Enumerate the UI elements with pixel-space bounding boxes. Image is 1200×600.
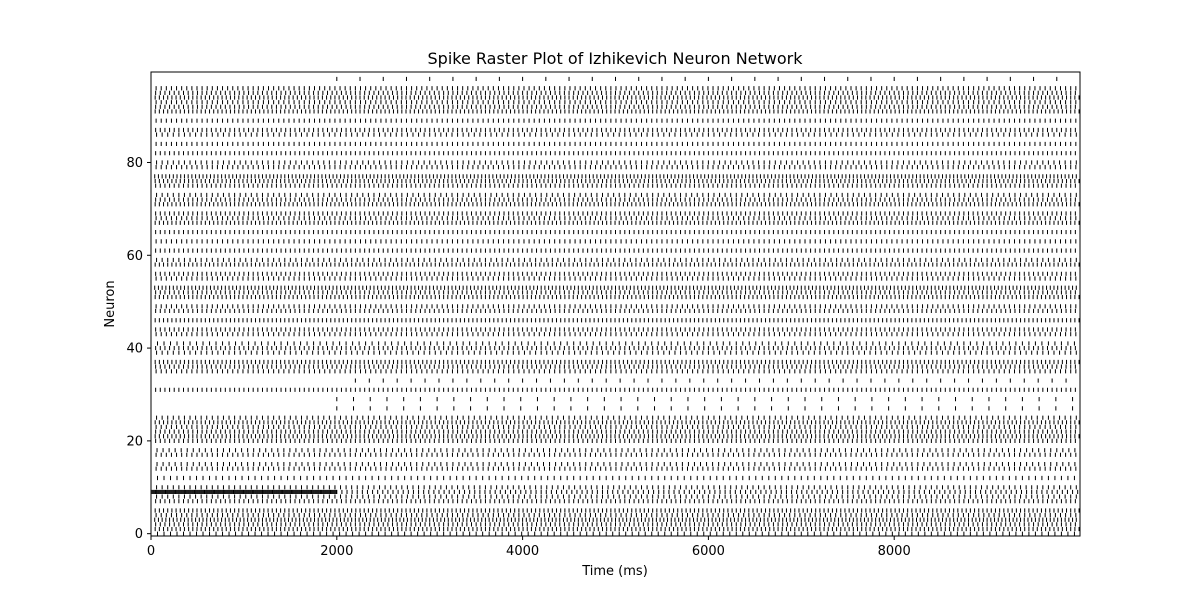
x-axis: 0 2000 4000 6000 8000 — [147, 536, 911, 559]
neuron-36-spikes — [151, 364, 1080, 369]
neuron-68-spikes — [151, 216, 1077, 221]
neuron-49-spikes — [151, 304, 1077, 309]
neuron-56-spikes — [151, 271, 1080, 276]
x-axis-label: Time (ms) — [581, 564, 648, 579]
y-tick-label: 20 — [126, 434, 143, 449]
neuron-53-spikes — [151, 285, 1080, 290]
neuron-15-spikes — [151, 461, 1076, 467]
chart-title: Spike Raster Plot of Izhikevich Neuron N… — [428, 49, 804, 68]
neuron-12-spikes — [151, 475, 1075, 481]
neuron-51-spikes — [151, 294, 1080, 300]
y-axis: 0 20 40 60 80 — [126, 156, 151, 542]
neuron-22-spikes — [151, 429, 1080, 434]
neuron-18-spikes — [151, 448, 1076, 453]
neuron-52-spikes — [151, 290, 1080, 295]
x-tick-label: 2000 — [320, 544, 353, 559]
neuron-33-spikes — [354, 378, 1080, 383]
x-tick-label: 4000 — [506, 544, 539, 559]
neuron-75-spikes — [151, 183, 1080, 188]
neuron-55-spikes — [151, 276, 1077, 281]
neuron-61-spikes — [151, 248, 1080, 253]
neuron-35-spikes — [151, 369, 1077, 374]
neuron-23-spikes — [151, 424, 1077, 430]
x-tick-label: 8000 — [878, 544, 911, 559]
neuron-39-spikes — [151, 350, 1077, 355]
neuron-80-spikes — [151, 160, 1077, 165]
neuron-2-spikes — [151, 522, 1080, 527]
neuron-73-spikes — [151, 192, 1077, 198]
neuron-8-spikes — [151, 494, 1077, 499]
neuron-20-spikes — [151, 438, 1080, 443]
neuron-72-spikes — [151, 197, 1080, 202]
x-tick-label: 0 — [147, 544, 155, 559]
neuron-87-spikes — [151, 127, 1080, 133]
neuron-44-spikes — [151, 327, 1080, 332]
neuron-89-spikes — [151, 118, 1077, 123]
y-tick-label: 40 — [126, 342, 143, 357]
neuron-9-spikes — [336, 489, 1079, 495]
neuron-40-spikes — [151, 345, 1080, 351]
neuron-27-spikes — [336, 406, 1074, 411]
neuron-14-spikes — [151, 466, 1077, 471]
neuron-25-spikes — [151, 415, 1077, 420]
neuron-24-spikes — [151, 420, 1080, 425]
neuron-71-spikes — [151, 202, 1080, 207]
neuron-46-spikes — [151, 318, 1080, 323]
neuron-17-spikes — [151, 452, 1077, 457]
neuron-4-spikes — [151, 513, 1077, 518]
neuron-9-spikes — [151, 489, 337, 495]
neuron-96-spikes — [151, 86, 1077, 91]
neuron-43-spikes — [151, 332, 1077, 337]
neuron-65-spikes — [151, 229, 1080, 235]
neuron-92-spikes — [151, 104, 1080, 109]
neuron-69-spikes — [151, 211, 1080, 216]
neuron-82-spikes — [151, 151, 1080, 156]
neuron-41-spikes — [151, 341, 1075, 346]
y-tick-label: 0 — [135, 527, 143, 542]
neuron-79-spikes — [151, 165, 1077, 170]
neuron-93-spikes — [151, 100, 1077, 105]
plot-area — [150, 71, 1081, 537]
neuron-7-spikes — [151, 499, 1080, 504]
x-tick-label: 6000 — [692, 544, 725, 559]
neuron-58-spikes — [151, 262, 1080, 267]
neuron-21-spikes — [151, 434, 1080, 439]
spike-raster — [151, 76, 1080, 536]
y-tick-label: 60 — [126, 249, 143, 264]
neuron-86-spikes — [151, 132, 1077, 137]
neuron-3-spikes — [151, 517, 1080, 522]
y-axis-label: Neuron — [103, 280, 118, 327]
neuron-91-spikes — [151, 109, 1080, 114]
neuron-67-spikes — [151, 220, 1080, 225]
neuron-10-spikes — [151, 485, 1077, 490]
neuron-37-spikes — [151, 359, 1080, 365]
y-tick-label: 80 — [126, 156, 143, 171]
neuron-29-spikes — [336, 397, 1074, 402]
neuron-63-spikes — [151, 239, 1077, 244]
neuron-77-spikes — [151, 174, 1080, 179]
neuron-95-spikes — [151, 90, 1080, 95]
neuron-98-spikes — [336, 76, 1080, 82]
neuron-31-spikes — [151, 387, 1080, 392]
neuron-94-spikes — [151, 95, 1080, 100]
neuron-0-spikes — [151, 531, 1075, 536]
plot-frame — [150, 71, 1081, 537]
neuron-48-spikes — [151, 308, 1080, 314]
neuron-59-spikes — [151, 257, 1077, 263]
neuron-1-spikes — [151, 526, 1080, 532]
neuron-5-spikes — [151, 508, 1080, 513]
neuron-76-spikes — [151, 178, 1080, 184]
neuron-84-spikes — [151, 141, 1077, 147]
